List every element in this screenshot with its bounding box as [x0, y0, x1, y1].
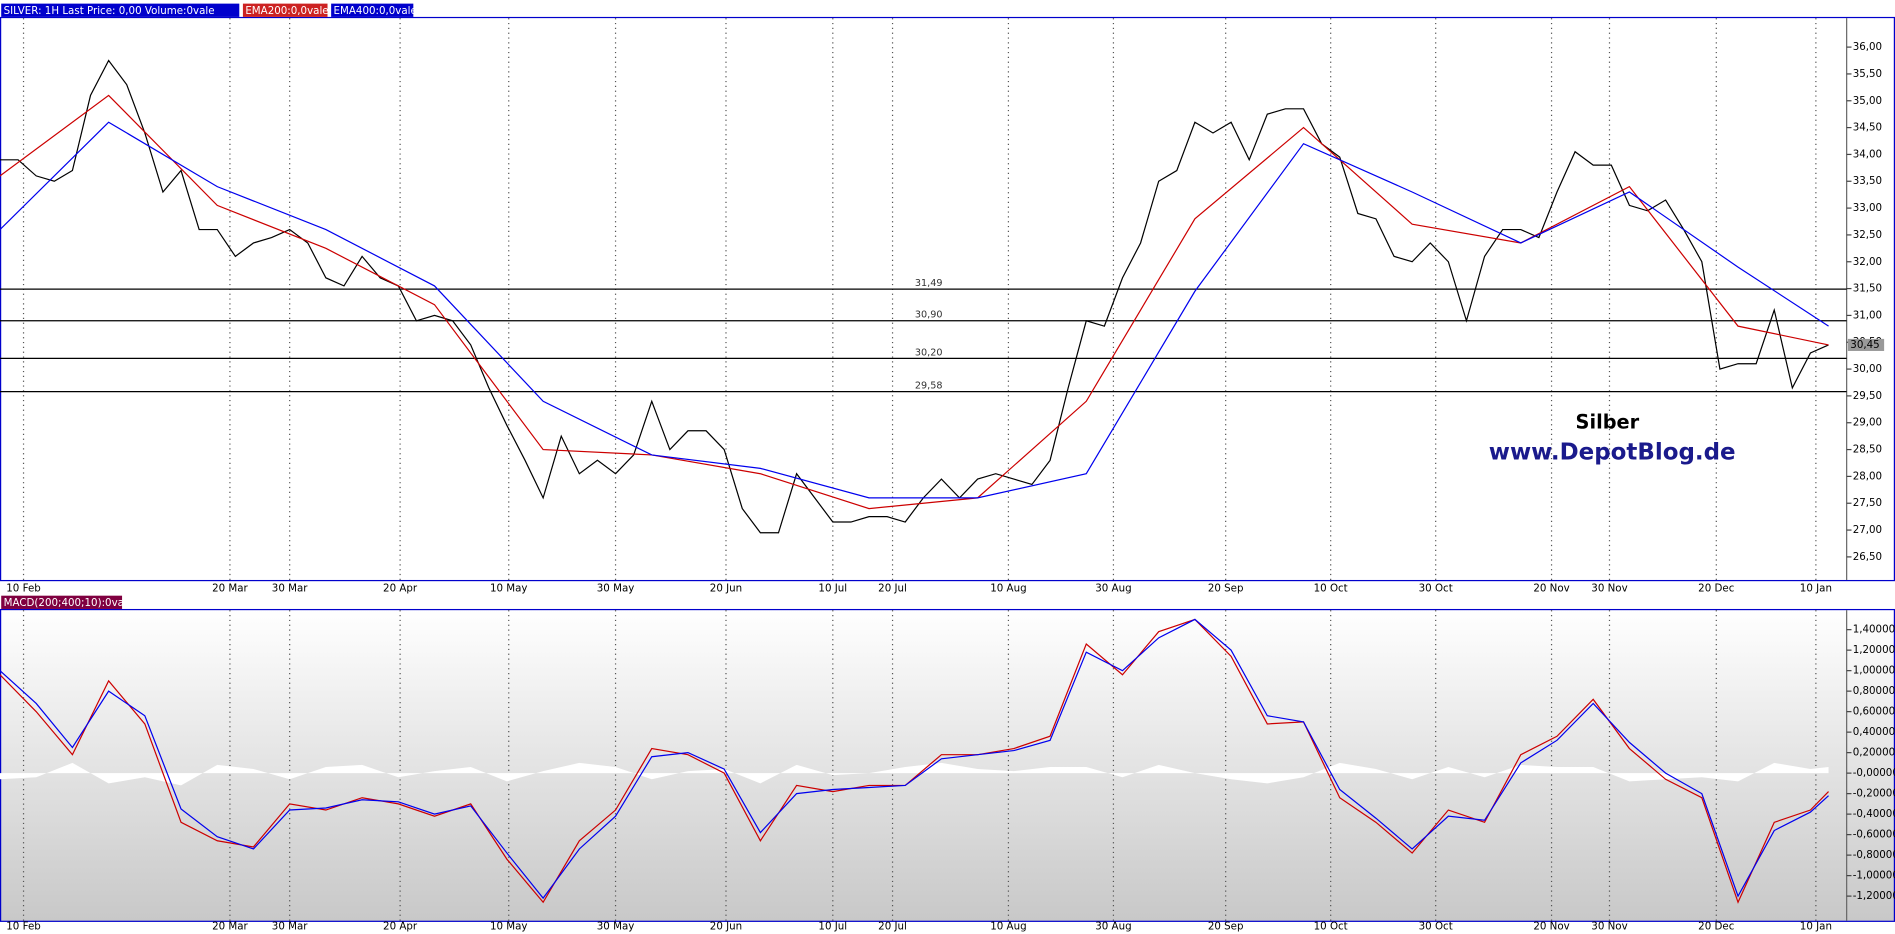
y-tick-label: -1,20000 — [1853, 890, 1895, 902]
legend-label: SILVER: 1H Last Price: 0,00 Volume:0vale — [4, 5, 215, 17]
x-tick-label: 20 Mar — [212, 921, 248, 933]
x-tick-label: 10 Jan — [1800, 582, 1832, 594]
y-tick-label: 35,50 — [1853, 68, 1882, 80]
x-tick-label: 20 Jul — [878, 921, 907, 933]
x-tick-label: 20 Sep — [1208, 921, 1244, 933]
series-line — [0, 618, 1829, 904]
last-price-box — [1847, 338, 1885, 351]
y-tick-label: 31,50 — [1853, 283, 1882, 295]
y-tick-label: 1,00000 — [1853, 665, 1895, 677]
x-tick-label: 10 Jan — [1800, 921, 1832, 933]
x-tick-label: 10 Feb — [6, 582, 41, 594]
x-tick-label: 20 Dec — [1698, 582, 1734, 594]
y-tick-label: 32,50 — [1853, 229, 1882, 241]
legend-label: EMA400:0,0vale — [334, 5, 417, 17]
y-tick-label: -1,00000 — [1853, 870, 1895, 882]
x-tick-label: 20 Jun — [710, 582, 742, 594]
panel-title: MACD(200;400;10):0vale — [4, 597, 133, 609]
level-label: 31,49 — [915, 278, 943, 289]
x-tick-label: 10 Jul — [818, 582, 847, 594]
y-tick-label: 33,00 — [1853, 202, 1882, 214]
legend-box — [331, 3, 414, 17]
series-line — [0, 94, 1829, 510]
y-tick-label: 28,50 — [1853, 444, 1882, 456]
y-tick-label: 30,00 — [1853, 363, 1882, 375]
y-tick-label: 29,00 — [1853, 417, 1882, 429]
x-tick-label: 10 Aug — [990, 582, 1026, 594]
y-tick-label: 31,00 — [1853, 309, 1882, 321]
y-tick-label: 35,00 — [1853, 95, 1882, 107]
x-tick-label: 20 Jun — [710, 921, 742, 933]
level-label: 29,58 — [915, 381, 943, 392]
legend-label: EMA200:0,0vale — [245, 5, 328, 17]
y-tick-label: 0,20000 — [1853, 747, 1895, 759]
legend-box — [242, 3, 328, 17]
annotation: Silber — [1576, 410, 1640, 433]
x-tick-label: 10 Feb — [6, 921, 41, 933]
x-tick-label: 10 Oct — [1314, 921, 1348, 933]
legend-box — [1, 3, 240, 17]
x-tick-label: 30 Oct — [1419, 921, 1453, 933]
y-tick-label: 26,50 — [1853, 551, 1882, 563]
x-tick-label: 30 Nov — [1591, 921, 1627, 933]
y-tick-label: 0,60000 — [1853, 706, 1895, 718]
x-tick-label: 20 Jul — [878, 582, 907, 594]
level-label: 30,90 — [915, 310, 943, 321]
y-tick-label: 29,50 — [1853, 390, 1882, 402]
x-tick-label: 30 Nov — [1591, 582, 1627, 594]
x-tick-label: 10 Oct — [1314, 582, 1348, 594]
y-tick-label: -0,80000 — [1853, 849, 1895, 861]
y-tick-label: 0,80000 — [1853, 685, 1895, 697]
x-tick-label: 20 Sep — [1208, 582, 1244, 594]
price-panel — [0, 16, 1895, 582]
x-tick-label: 30 May — [597, 921, 635, 933]
x-tick-label: 30 Mar — [272, 921, 308, 933]
x-tick-label: 20 Dec — [1698, 921, 1734, 933]
x-tick-label: 10 May — [490, 582, 528, 594]
y-tick-label: -0,20000 — [1853, 788, 1895, 800]
series-line — [0, 618, 1829, 900]
y-tick-label: 34,50 — [1853, 122, 1882, 134]
y-tick-label: 28,00 — [1853, 470, 1882, 482]
series-line — [0, 59, 1829, 534]
x-tick-label: 10 Aug — [990, 921, 1026, 933]
level-label: 30,20 — [915, 347, 943, 358]
legend-box — [1, 595, 123, 609]
x-tick-label: 30 Oct — [1419, 582, 1453, 594]
y-tick-label: -0,00000 — [1853, 767, 1895, 779]
x-tick-label: 30 Aug — [1095, 582, 1131, 594]
y-tick-label: 1,40000 — [1853, 624, 1895, 636]
y-tick-label: 33,50 — [1853, 175, 1882, 187]
y-tick-label: 27,50 — [1853, 497, 1882, 509]
y-tick-label: 34,00 — [1853, 148, 1882, 160]
x-tick-label: 10 Jul — [818, 921, 847, 933]
y-tick-label: -0,60000 — [1853, 829, 1895, 841]
x-tick-label: 10 May — [490, 921, 528, 933]
x-tick-label: 30 May — [597, 582, 635, 594]
last-price-label: 30,45 — [1850, 339, 1879, 351]
y-tick-label: 36,00 — [1853, 41, 1882, 53]
x-tick-label: 20 Nov — [1533, 582, 1569, 594]
y-tick-label: 1,20000 — [1853, 644, 1895, 656]
x-tick-label: 20 Nov — [1533, 921, 1569, 933]
x-tick-label: 30 Aug — [1095, 921, 1131, 933]
x-tick-label: 30 Mar — [272, 582, 308, 594]
x-tick-label: 20 Apr — [383, 582, 418, 594]
y-tick-label: 0,40000 — [1853, 726, 1895, 738]
y-tick-label: -0,40000 — [1853, 808, 1895, 820]
x-tick-label: 20 Apr — [383, 921, 418, 933]
series-line — [0, 121, 1829, 499]
annotation: www.DepotBlog.de — [1489, 440, 1736, 466]
y-tick-label: 27,00 — [1853, 524, 1882, 536]
histogram-area — [0, 762, 1829, 786]
x-tick-label: 20 Mar — [212, 582, 248, 594]
y-tick-label: 32,00 — [1853, 256, 1882, 268]
